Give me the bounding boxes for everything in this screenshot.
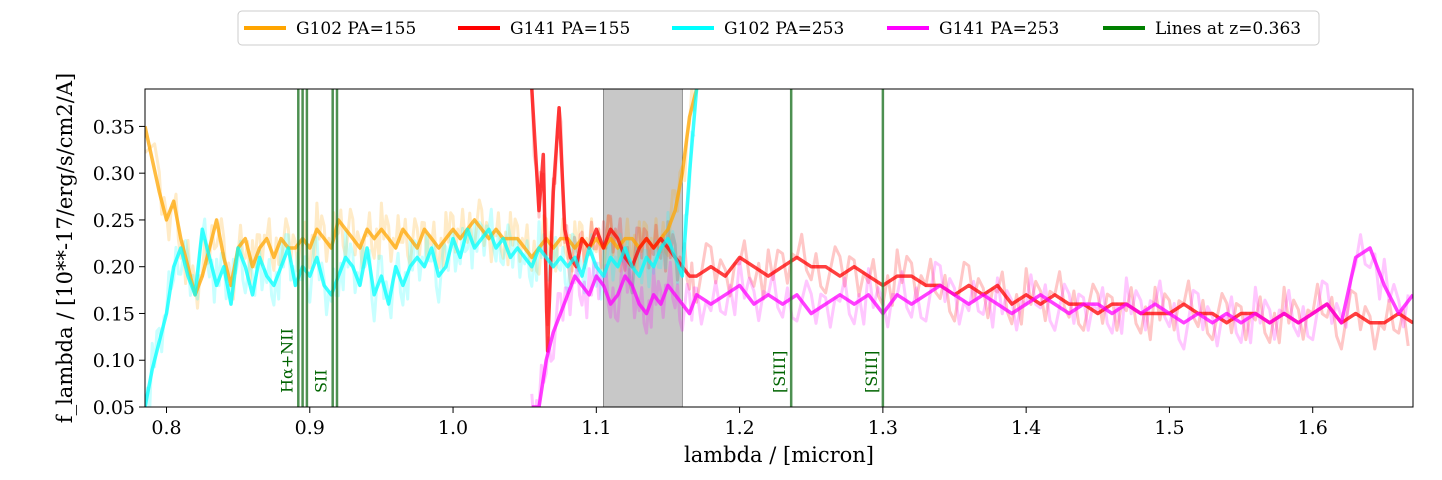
legend-label: Lines at z=0.363 <box>1155 19 1301 39</box>
x-tick-label: 0.8 <box>151 417 181 439</box>
y-tick-label: 0.15 <box>93 303 135 325</box>
series-raw-g102-pa-155 <box>145 89 696 310</box>
series-line-g102-pa-253 <box>145 89 699 407</box>
plot-frame <box>144 88 1414 408</box>
x-tick-label: 1.1 <box>581 417 611 439</box>
x-tick-label: 1.4 <box>1011 417 1041 439</box>
x-tick-label: 1.0 <box>438 417 468 439</box>
legend-label: G102 PA=253 <box>724 19 844 39</box>
y-tick-label: 0.10 <box>93 350 135 372</box>
plot-area: Hα+NII SII [SIII] [SIII] <box>144 88 1414 408</box>
emission-line-label: SII <box>312 369 331 393</box>
x-tick-label: 1.6 <box>1298 417 1328 439</box>
series-raw-g141-pa-253 <box>530 233 1410 407</box>
y-axis-label: f_lambda / [10**-17/erg/s/cm2/A] <box>53 73 77 423</box>
series-line-g141-pa-253 <box>531 246 1413 407</box>
legend-label: G102 PA=155 <box>296 19 416 39</box>
y-tick-label: 0.30 <box>93 163 135 185</box>
x-tick-label: 0.9 <box>295 417 325 439</box>
legend: G102 PA=155 G141 PA=155 G102 PA=253 G141 PA… <box>237 10 1320 46</box>
x-axis-label: lambda / [micron] <box>684 443 874 467</box>
emission-line-label: [SIII] <box>862 351 881 393</box>
legend-label: G141 PA=155 <box>510 19 630 39</box>
legend-label: G141 PA=253 <box>939 19 1059 39</box>
y-tick-label: 0.20 <box>93 257 135 279</box>
x-tick-label: 1.5 <box>1154 417 1184 439</box>
x-axis: 0.8 0.9 1.0 1.1 1.2 1.3 1.4 1.5 1.6 <box>151 407 1328 439</box>
emission-line-label: Hα+NII <box>277 328 296 393</box>
legend-box <box>237 10 1320 46</box>
x-tick-label: 1.3 <box>868 417 898 439</box>
emission-lines-group: Hα+NII SII [SIII] [SIII] <box>277 89 885 407</box>
x-tick-label: 1.2 <box>724 417 754 439</box>
emission-line-label: [SIII] <box>770 351 789 393</box>
smoothed-series-group <box>145 89 1413 407</box>
y-tick-label: 0.25 <box>93 210 135 232</box>
y-axis: 0.05 0.10 0.15 0.20 0.25 0.30 0.35 <box>93 116 145 419</box>
y-tick-label: 0.35 <box>93 116 135 138</box>
y-tick-label: 0.05 <box>93 397 135 419</box>
